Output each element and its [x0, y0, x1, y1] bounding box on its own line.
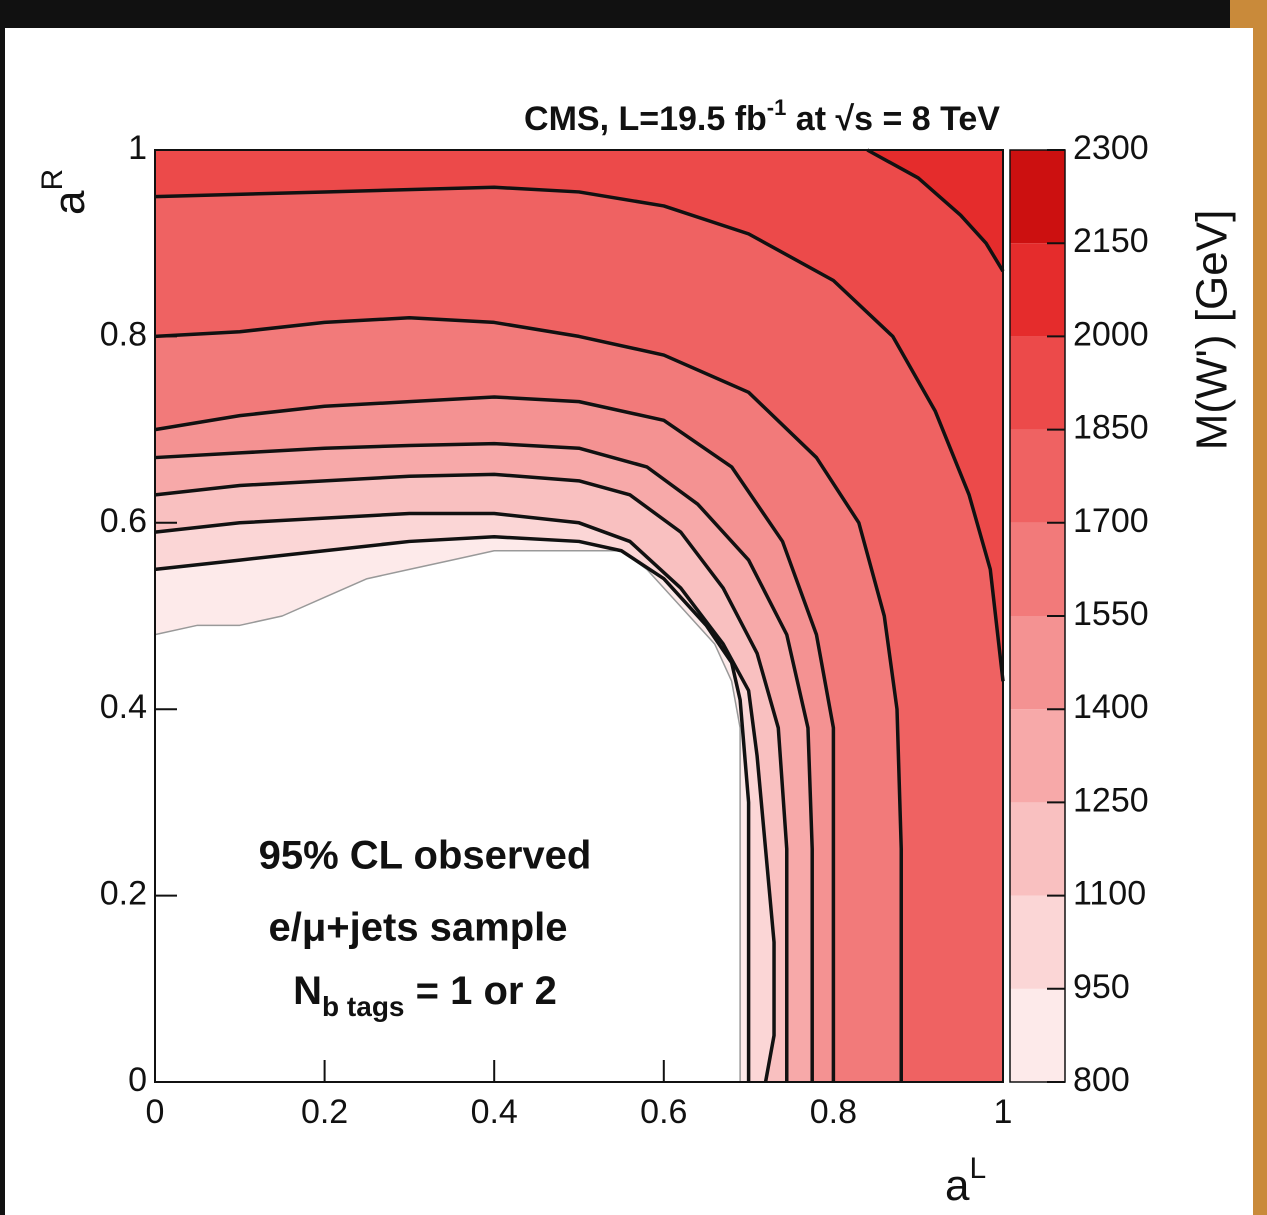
colorbar-band — [1010, 429, 1065, 523]
contour-fill — [155, 150, 1003, 682]
y-tick-label: 0.2 — [100, 875, 147, 913]
annotation-sub: b tags — [322, 991, 404, 1022]
chart-title: CMS, L=19.5 fb-1 at √s = 8 TeV — [524, 95, 1000, 138]
y-label-text: a — [45, 190, 94, 215]
y-tick-label: 0.4 — [100, 688, 147, 726]
title-sup: -1 — [767, 95, 787, 120]
colorbar-tick-label: 2300 — [1073, 129, 1149, 167]
plot-frame — [154, 149, 1004, 1083]
y-label-sup: R — [36, 169, 69, 191]
contour-line — [154, 185, 1005, 682]
colorbar-band — [1010, 522, 1065, 616]
colorbar-tick-label: 1550 — [1073, 595, 1149, 633]
colorbar-band — [1010, 802, 1065, 896]
x-axis-label: aL — [945, 1152, 986, 1210]
colorbar-tick-label: 2150 — [1073, 222, 1149, 260]
contour-fill — [867, 150, 1003, 272]
y-axis-label: aR — [36, 169, 94, 215]
title-rest: at √s = 8 TeV — [786, 100, 1000, 138]
annotation: 95% CL observed — [259, 834, 592, 878]
annotation: Nb tags = 1 or 2 — [293, 969, 557, 1023]
annotation-rest: = 1 or 2 — [405, 969, 557, 1013]
colorbar-band — [1010, 895, 1065, 989]
contour-line — [866, 148, 1005, 273]
x-tick-label: 1 — [994, 1093, 1013, 1131]
plot-area — [154, 148, 1005, 1083]
colorbar-band — [1010, 988, 1065, 1082]
y-tick-label: 1 — [128, 129, 147, 167]
colorbar-tick-label: 1100 — [1073, 875, 1146, 913]
contour-line — [154, 472, 789, 1082]
region-edge — [154, 550, 741, 1082]
y-tick-label: 0 — [128, 1061, 147, 1099]
colorbar-band — [1010, 616, 1065, 710]
colorbar-tick-label: 1400 — [1073, 688, 1149, 726]
colorbar-tick-label: 800 — [1073, 1061, 1130, 1099]
contour-line — [154, 511, 776, 1083]
x-tick-label: 0.8 — [810, 1093, 857, 1131]
colorbar-tick-label: 2000 — [1073, 315, 1149, 353]
colorbar-band — [1010, 709, 1065, 803]
title-text: CMS, L=19.5 fb — [524, 100, 767, 138]
annotation-text: N — [293, 969, 322, 1013]
contour-line — [154, 316, 903, 1082]
x-tick-label: 0.4 — [471, 1093, 518, 1131]
colorbar-label: M(W') [GeV] — [1188, 210, 1237, 451]
x-tick-label: 0.2 — [301, 1093, 348, 1131]
colorbar-tick-label: 1700 — [1073, 502, 1149, 540]
contour-line — [154, 535, 751, 1082]
x-tick-label: 0.6 — [640, 1093, 687, 1131]
colorbar-band — [1010, 243, 1065, 337]
x-label-text: a — [945, 1161, 970, 1210]
y-tick-label: 0.8 — [100, 315, 147, 353]
contour-line — [154, 441, 814, 1082]
y-tick-label: 0.6 — [100, 502, 147, 540]
annotation: e/μ+jets sample — [268, 906, 567, 950]
colorbar-tick-label: 950 — [1073, 968, 1130, 1006]
contour-fill — [155, 150, 1003, 1082]
contour-line — [154, 395, 836, 1082]
x-tick-label: 0 — [146, 1093, 165, 1131]
colorbar-tick-label: 1850 — [1073, 409, 1149, 447]
colorbar-tick-label: 1250 — [1073, 781, 1149, 819]
x-label-sup: L — [969, 1152, 986, 1185]
colorbar-band — [1010, 336, 1065, 430]
colorbar-band — [1010, 150, 1065, 244]
